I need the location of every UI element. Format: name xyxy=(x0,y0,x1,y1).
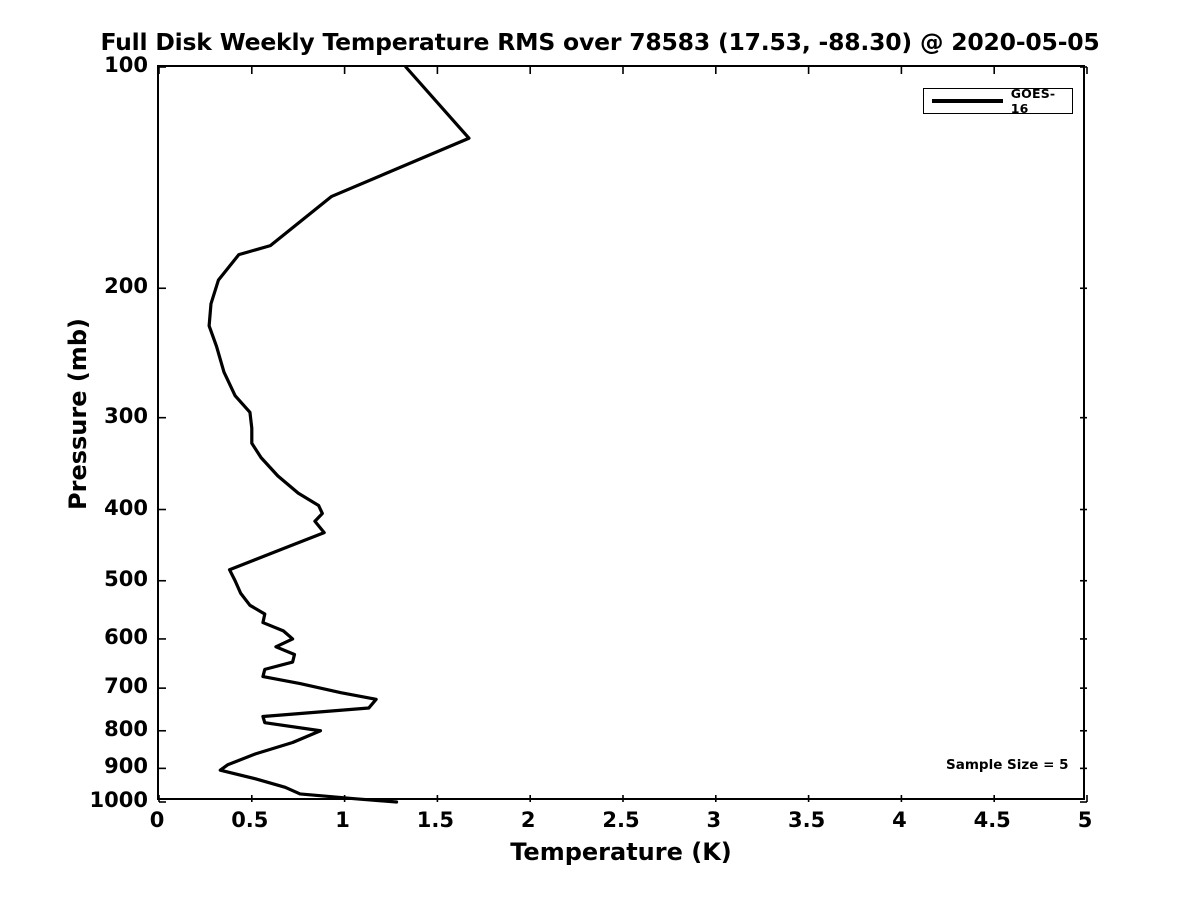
y-tick-label-600: 600 xyxy=(104,624,148,649)
y-tick-label-300: 300 xyxy=(104,403,148,428)
x-tick-label-0: 0 xyxy=(149,808,165,832)
page-title: Full Disk Weekly Temperature RMS over 78… xyxy=(100,28,1100,56)
x-tick-label-5: 5 xyxy=(1077,808,1093,832)
x-tick-label-1-5: 1.5 xyxy=(416,808,454,832)
x-tick-label-4: 4 xyxy=(892,808,907,832)
y-tick-label-100: 100 xyxy=(104,53,148,77)
y-axis-tick-labels: 100 200 300 400 500 600 700 800 900 1000 xyxy=(0,53,148,812)
sample-size-annotation: Sample Size = 5 xyxy=(946,757,1069,773)
y-tick-label-800: 800 xyxy=(104,716,148,741)
x-tick-label-2-5: 2.5 xyxy=(602,808,640,832)
series-line-goes-16 xyxy=(207,65,471,804)
x-tick-label-2: 2 xyxy=(520,808,536,832)
y-tick-label-200: 200 xyxy=(104,274,148,299)
data-series-group xyxy=(207,65,471,804)
legend: GOES-16 xyxy=(923,86,1073,116)
y-tick-label-900: 900 xyxy=(104,754,148,779)
x-tick-label-0-5: 0.5 xyxy=(231,808,269,832)
y-tick-label-1000: 1000 xyxy=(89,788,148,812)
x-tick-label-3-5: 3.5 xyxy=(787,808,826,832)
x-axis-tick-labels: 0 0.5 1 1.5 2 2.5 3 3.5 4 4.5 5 xyxy=(150,808,1093,838)
x-tick-label-4-5: 4.5 xyxy=(973,808,1011,832)
x-axis-title: Temperature (K) xyxy=(510,838,732,866)
y-tick-label-500: 500 xyxy=(104,566,148,591)
legend-label-goes-16: GOES-16 xyxy=(1010,86,1056,116)
y-tick-label-400: 400 xyxy=(104,495,148,520)
y-tick-label-700: 700 xyxy=(104,674,148,699)
plot-area xyxy=(157,65,1088,804)
x-tick-label-3: 3 xyxy=(706,808,722,832)
x-tick-label-1: 1 xyxy=(335,808,350,832)
legend-line-swatch-goes-16 xyxy=(932,99,1003,103)
plot-svg xyxy=(158,65,1088,804)
axis-tick-marks xyxy=(158,66,1088,803)
